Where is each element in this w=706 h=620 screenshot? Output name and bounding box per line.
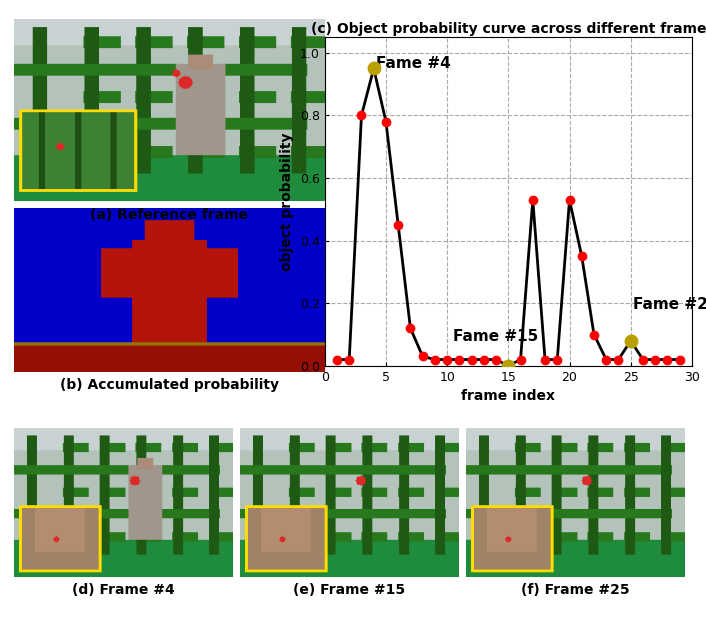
X-axis label: frame index: frame index [461,389,556,403]
Text: Fame #4: Fame #4 [376,56,451,71]
Title: (c) Object probability curve across different frame: (c) Object probability curve across diff… [311,22,706,36]
Text: (b) Accumulated probability: (b) Accumulated probability [60,378,279,392]
Text: Fame #15: Fame #15 [453,329,539,343]
Text: (f) Frame #25: (f) Frame #25 [521,583,630,597]
Text: Fame #25: Fame #25 [633,298,706,312]
Text: (a) Reference frame: (a) Reference frame [90,208,249,222]
Y-axis label: object probability: object probability [280,132,294,271]
Text: (e) Frame #15: (e) Frame #15 [294,583,405,597]
Text: (d) Frame #4: (d) Frame #4 [72,583,175,597]
